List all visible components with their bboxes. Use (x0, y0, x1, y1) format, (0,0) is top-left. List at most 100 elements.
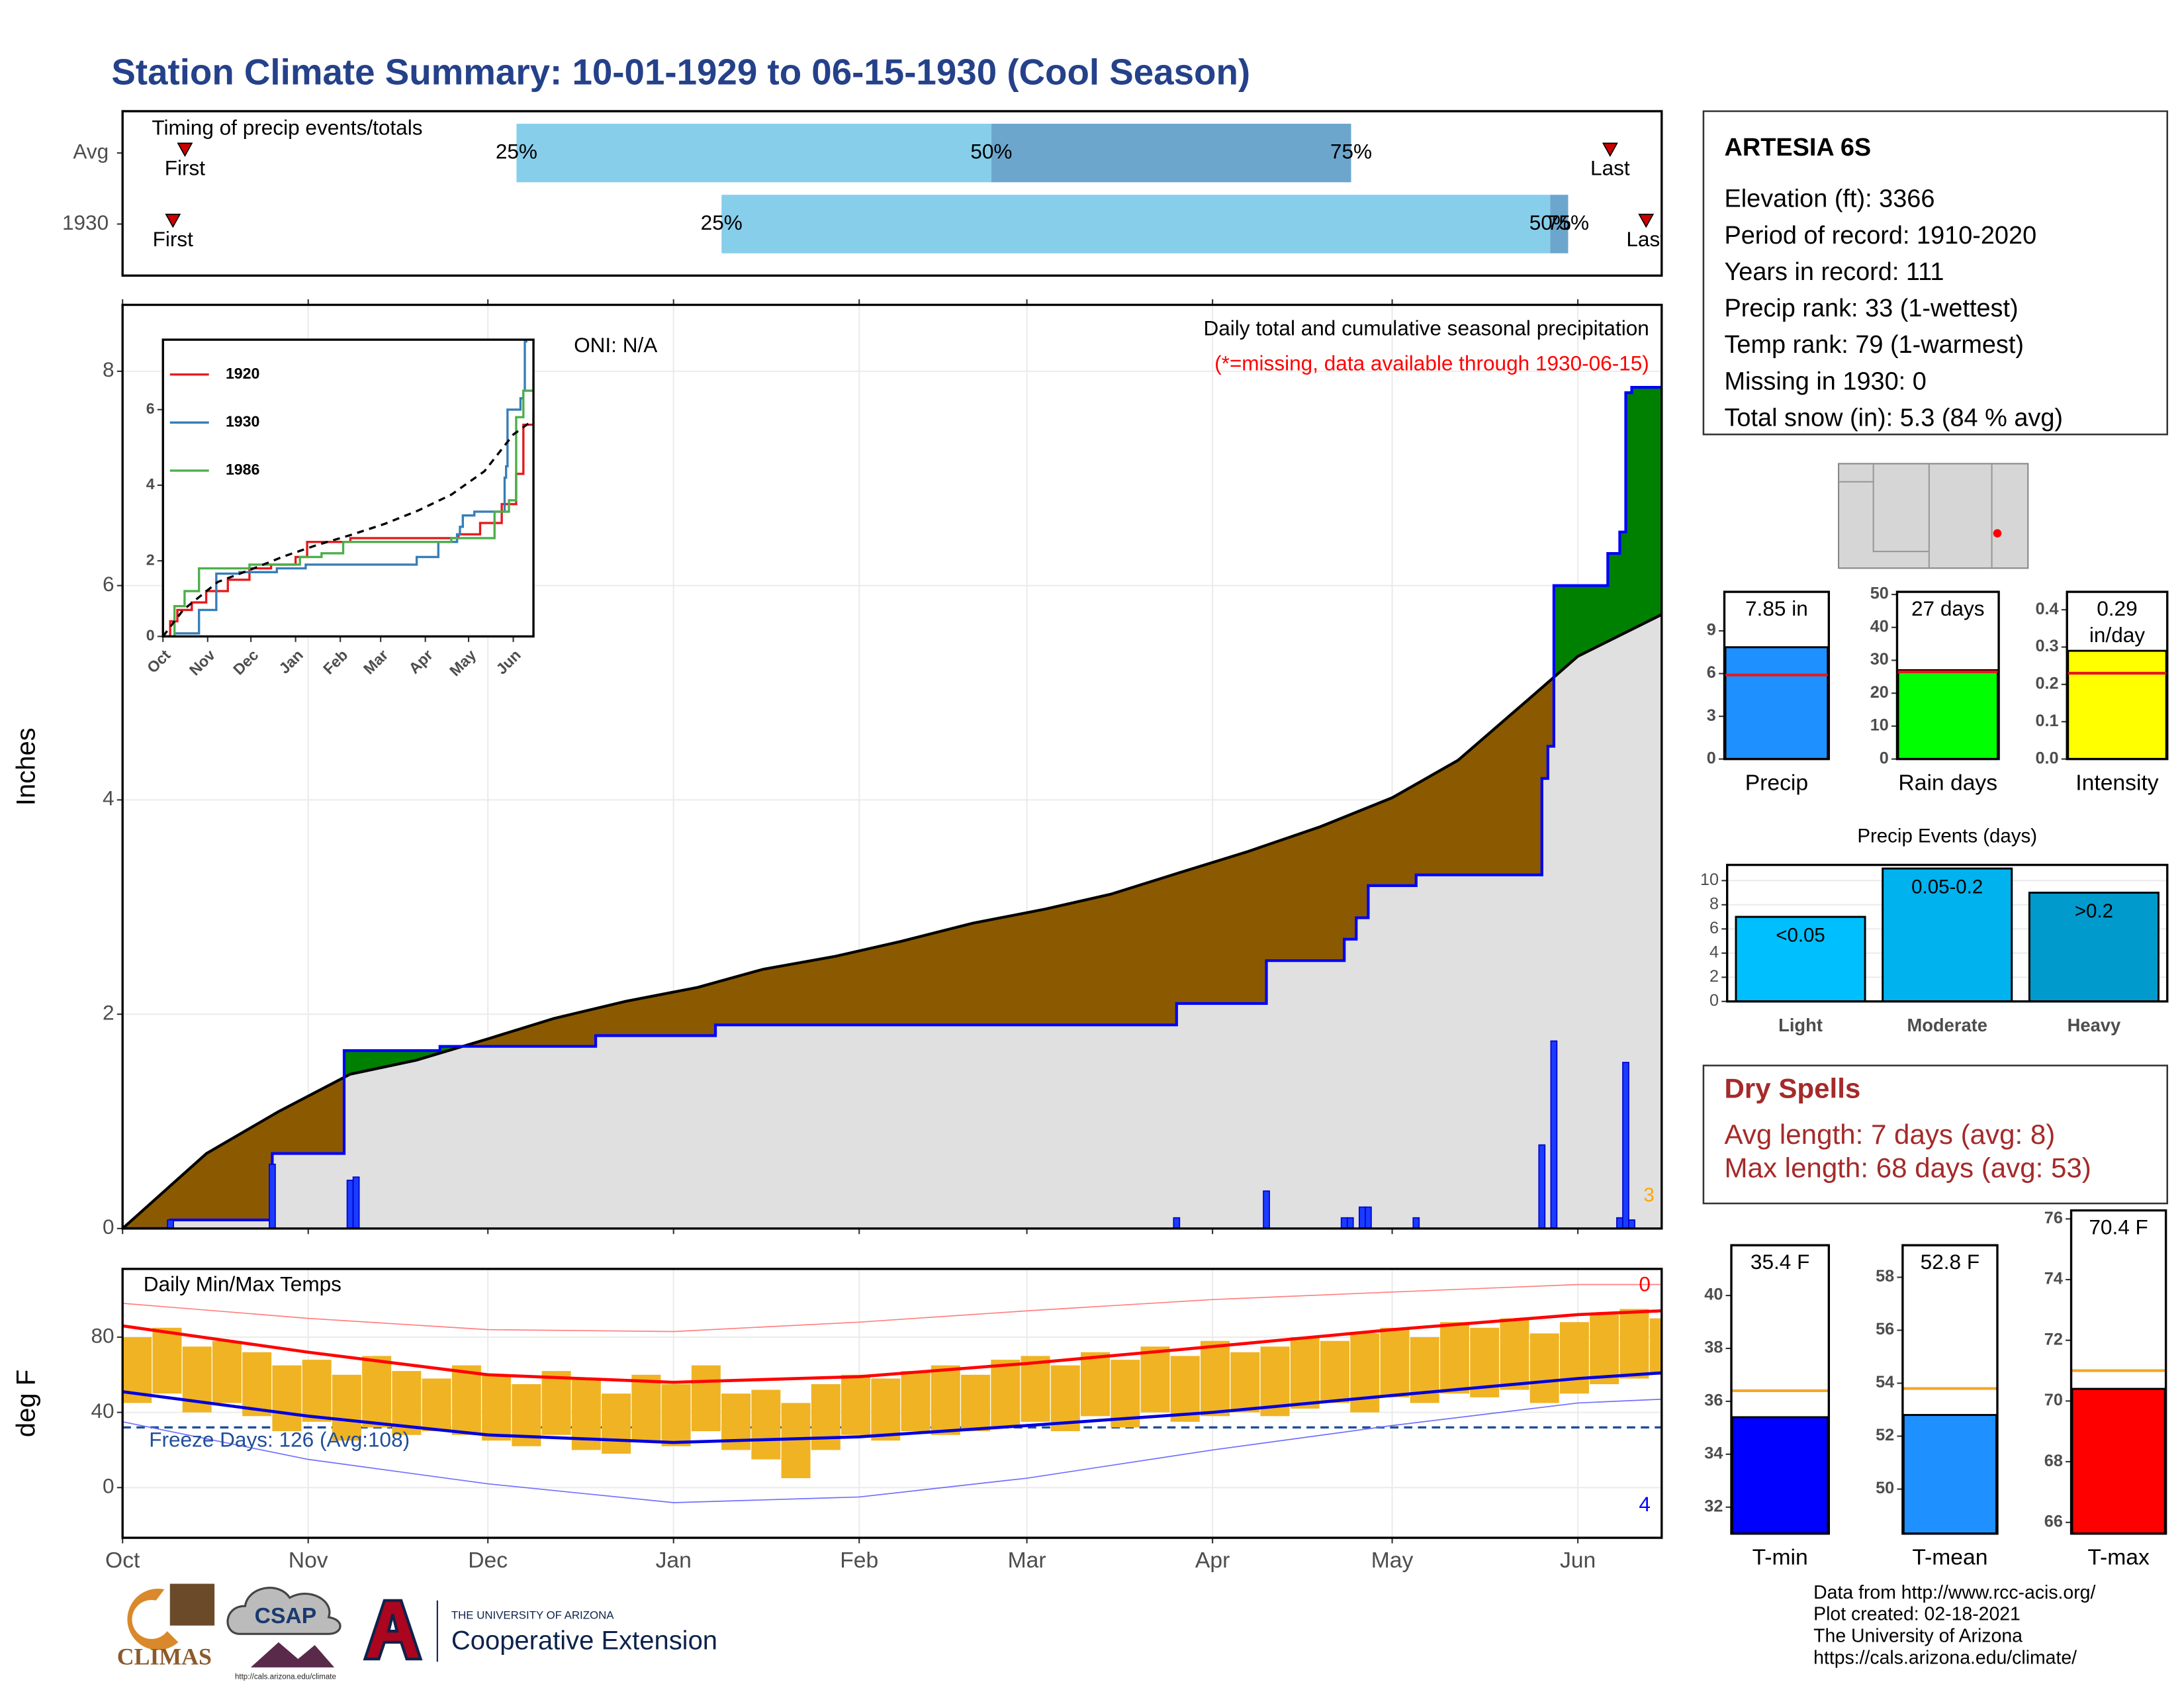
daily-range-bar (841, 1374, 871, 1435)
daily-range-bar (422, 1378, 451, 1432)
daily-range-bar (991, 1360, 1021, 1428)
ua-logo (363, 1599, 423, 1661)
daily-range-bar (811, 1384, 841, 1450)
y-tick-label: 0 (1709, 991, 1719, 1009)
daily-range-bar (1201, 1340, 1230, 1417)
daily-range-bar (961, 1374, 991, 1432)
quartile-label: 75% (1330, 139, 1372, 163)
cumulative-line (163, 375, 534, 637)
dry-spells-box (1702, 1064, 2169, 1205)
value-label-box: 7.85 in (1745, 597, 1808, 622)
x-tick-label: Apr (1195, 1548, 1230, 1573)
dry-spells-detail: Avg length: 7 days (avg: 8) (1724, 1119, 2055, 1150)
daily-range-bar (272, 1365, 302, 1432)
climas-mark (169, 1583, 215, 1626)
record-line (122, 1284, 1662, 1333)
quartile-bar (721, 195, 1551, 254)
category-label: Rain days (1898, 771, 1997, 795)
bar (1731, 1416, 1829, 1535)
daily-range-bar (781, 1403, 811, 1479)
average-line (122, 613, 1662, 1229)
x-tick-label: Oct (105, 1548, 140, 1573)
daily-range-bar (1320, 1340, 1349, 1403)
climas-mark (127, 1588, 179, 1650)
station-detail: Missing in 1930: 0 (1724, 367, 1926, 395)
value-label: 7.85 in (1745, 597, 1808, 622)
x-tick-label: Jun (1560, 1548, 1596, 1573)
panel-border (121, 110, 1663, 277)
daily-range-bar (691, 1365, 721, 1432)
quartile-bar (991, 123, 1351, 183)
daily-bar (1346, 1217, 1354, 1229)
panel-border (1723, 590, 1831, 761)
observed-line (122, 386, 1662, 1229)
y-tick-label: 36 (1704, 1391, 1723, 1410)
y-tick-label: 52 (1876, 1426, 1894, 1444)
station-detail: Period of record: 1910-2020 (1724, 222, 2036, 250)
event-marker (1602, 142, 1618, 158)
daily-bar (346, 1180, 354, 1229)
extension-text: Cooperative Extension (451, 1626, 717, 1655)
freeze-label: Freeze Days: 126 (Avg:108) (149, 1428, 410, 1452)
y-axis-label: deg F (12, 1370, 41, 1437)
daily-range-bar (1350, 1333, 1380, 1413)
footer-line: The University of Arizona (1813, 1625, 2023, 1646)
y-tick-label: 2 (1709, 967, 1719, 986)
category-label: Moderate (1907, 1015, 1987, 1035)
y-tick-label: 6 (1709, 919, 1719, 937)
y-tick-label: 0.4 (2035, 600, 2058, 618)
daily-bar (1358, 1206, 1366, 1229)
range-label: 0.05-0.2 (1911, 876, 1983, 898)
cumulative-line (163, 340, 527, 637)
logos: CLIMAS CSAP http://cals.arizona.edu/clim… (117, 1583, 717, 1681)
daily-bar (1263, 1190, 1270, 1229)
y-tick-label: 0 (103, 1474, 114, 1498)
daily-range-bar (1649, 1318, 1662, 1375)
category-label: T-mean (1912, 1546, 1987, 1570)
quartile-bar (516, 123, 991, 183)
station-detail: Elevation (ft): 3366 (1724, 185, 1934, 213)
value-label-box: 0.29 in/day (2089, 597, 2145, 647)
y-tick-label: 54 (1876, 1373, 1894, 1391)
temp-marks (122, 1284, 1662, 1503)
x-tick-label: Dec (468, 1548, 508, 1573)
daily-range-bar (602, 1393, 631, 1454)
page-title: Station Climate Summary: 10-01-1929 to 0… (111, 52, 1250, 93)
panel-title: Daily Min/Max Temps (144, 1272, 341, 1295)
bar (2028, 892, 2160, 1003)
daily-range-bar (1590, 1314, 1619, 1385)
y-tick-label: 38 (1704, 1338, 1723, 1357)
y-tick-label: 6 (1707, 663, 1716, 682)
event-label: First (165, 156, 206, 180)
range-label: <0.05 (1776, 924, 1825, 946)
quartile-label: 25% (496, 139, 537, 163)
category-label: Precip (1745, 771, 1808, 795)
panel-border (1730, 1244, 1831, 1535)
station-detail: Temp rank: 79 (1-warmest) (1724, 331, 2024, 359)
bar (1902, 1414, 1998, 1535)
y-tick-label: 58 (1876, 1267, 1894, 1286)
y-tick-label: 0 (103, 1215, 114, 1239)
y-tick-label: 2 (103, 1000, 114, 1024)
y-tick-label: 40 (1870, 617, 1889, 635)
daily-range-bar (1140, 1346, 1170, 1413)
precip-marks (122, 386, 1662, 1229)
daily-range-bar (1439, 1322, 1469, 1394)
info-box (1702, 110, 2169, 436)
daily-range-bar (901, 1371, 931, 1432)
daily-range-bar (1529, 1333, 1559, 1403)
dry-spells-detail: Max length: 68 days (avg: 53) (1724, 1152, 2091, 1184)
event-label: Last (1626, 227, 1666, 251)
daily-range-bar (1380, 1327, 1410, 1397)
y-tick-label: 40 (1704, 1286, 1723, 1304)
category-label: T-min (1752, 1546, 1808, 1570)
csap-url: http://cals.arizona.edu/climate (235, 1673, 336, 1681)
oni-label: ONI: N/A (574, 333, 657, 357)
y-tick-label: 70 (2044, 1391, 2063, 1409)
quartile-label: 75% (1547, 211, 1589, 234)
daily-bar (269, 1163, 276, 1229)
daily-range-bar (1170, 1356, 1200, 1422)
daily-range-bar (1081, 1352, 1111, 1417)
average-line (163, 418, 534, 637)
y-tick-label: 3 (1707, 706, 1716, 725)
